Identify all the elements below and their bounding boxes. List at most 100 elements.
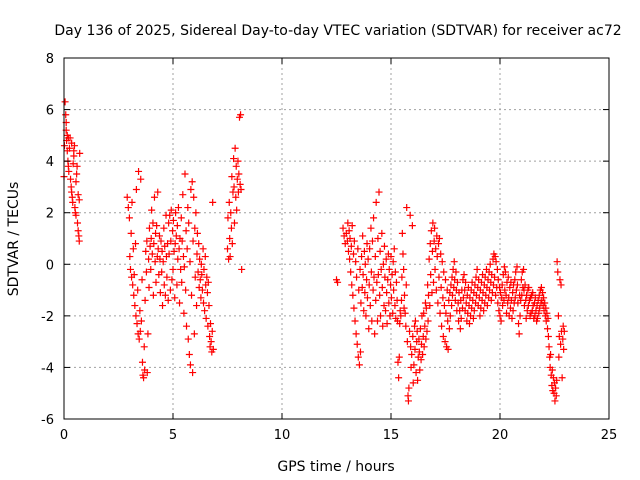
data-point [135,167,143,175]
data-point [191,224,199,232]
data-point [351,317,359,325]
data-point [417,356,425,364]
data-point [159,302,167,310]
data-point [360,247,368,255]
data-point [224,245,231,253]
data-point [496,312,504,320]
data-point [414,376,422,384]
y-tick-label: 2 [46,207,54,222]
data-point [557,340,565,348]
data-point [554,268,562,276]
data-point [189,369,197,377]
data-point [360,307,368,315]
data-point [390,245,398,253]
data-point [424,317,432,325]
data-point [398,273,406,281]
data-point [347,268,355,276]
data-point [554,312,562,320]
data-point [494,276,502,284]
data-point [435,235,443,242]
data-point [180,263,188,271]
data-point [170,247,178,255]
data-point [149,219,157,227]
data-point [205,302,213,310]
data-point [459,294,467,302]
data-point [359,271,367,279]
data-point [169,216,177,224]
data-point [448,302,456,310]
data-point [184,335,192,343]
x-tick-label: 0 [60,428,68,443]
data-point [74,227,82,235]
data-point [195,240,203,248]
data-point [511,276,519,284]
data-point [126,265,134,273]
data-point [136,307,144,315]
data-point [344,219,352,227]
data-point [358,283,366,291]
data-point [143,369,151,377]
data-point [430,237,438,245]
data-point [387,253,395,261]
data-point [346,235,354,242]
data-point [504,299,512,307]
data-point [367,224,375,232]
data-point [350,237,358,245]
data-point [348,222,356,230]
data-point [420,309,428,317]
data-point [158,247,166,255]
data-point [439,294,447,302]
data-point [448,291,456,299]
data-point [438,322,446,330]
data-point [238,265,246,273]
data-point [132,312,140,320]
data-point [126,253,134,261]
data-point [124,204,132,212]
data-point [382,307,390,315]
data-point [516,312,524,320]
data-point [440,302,448,310]
data-point [402,281,410,289]
y-tick-label: 6 [46,104,54,119]
data-point [183,322,191,330]
data-point [230,219,238,227]
data-point [370,273,378,281]
data-point [407,343,415,351]
data-point [356,265,364,273]
data-point [361,260,369,268]
data-point [165,219,173,227]
data-point [231,144,239,152]
data-point [75,196,83,204]
data-point [368,237,376,245]
data-point [190,330,198,338]
data-point [439,332,447,340]
data-point [182,227,190,235]
data-point [230,155,238,163]
data-point [352,258,360,266]
data-point [357,299,365,307]
data-points [60,98,568,405]
data-point [512,286,520,294]
data-point [201,307,209,315]
data-point [163,273,171,281]
data-point [144,330,152,338]
data-point [138,358,146,366]
data-point [184,204,192,212]
data-point [537,283,545,291]
data-point [421,322,429,330]
data-point [74,191,82,199]
data-point [232,162,240,170]
data-point [160,281,168,289]
data-point [435,240,443,248]
data-point [237,111,245,119]
data-point [161,291,169,299]
data-point [146,242,154,250]
data-point [123,193,131,201]
data-point [553,376,561,384]
data-point [72,211,80,219]
data-point [401,309,409,317]
data-point [355,361,363,369]
data-point [206,332,214,340]
data-point [480,307,488,315]
data-point [143,237,151,245]
